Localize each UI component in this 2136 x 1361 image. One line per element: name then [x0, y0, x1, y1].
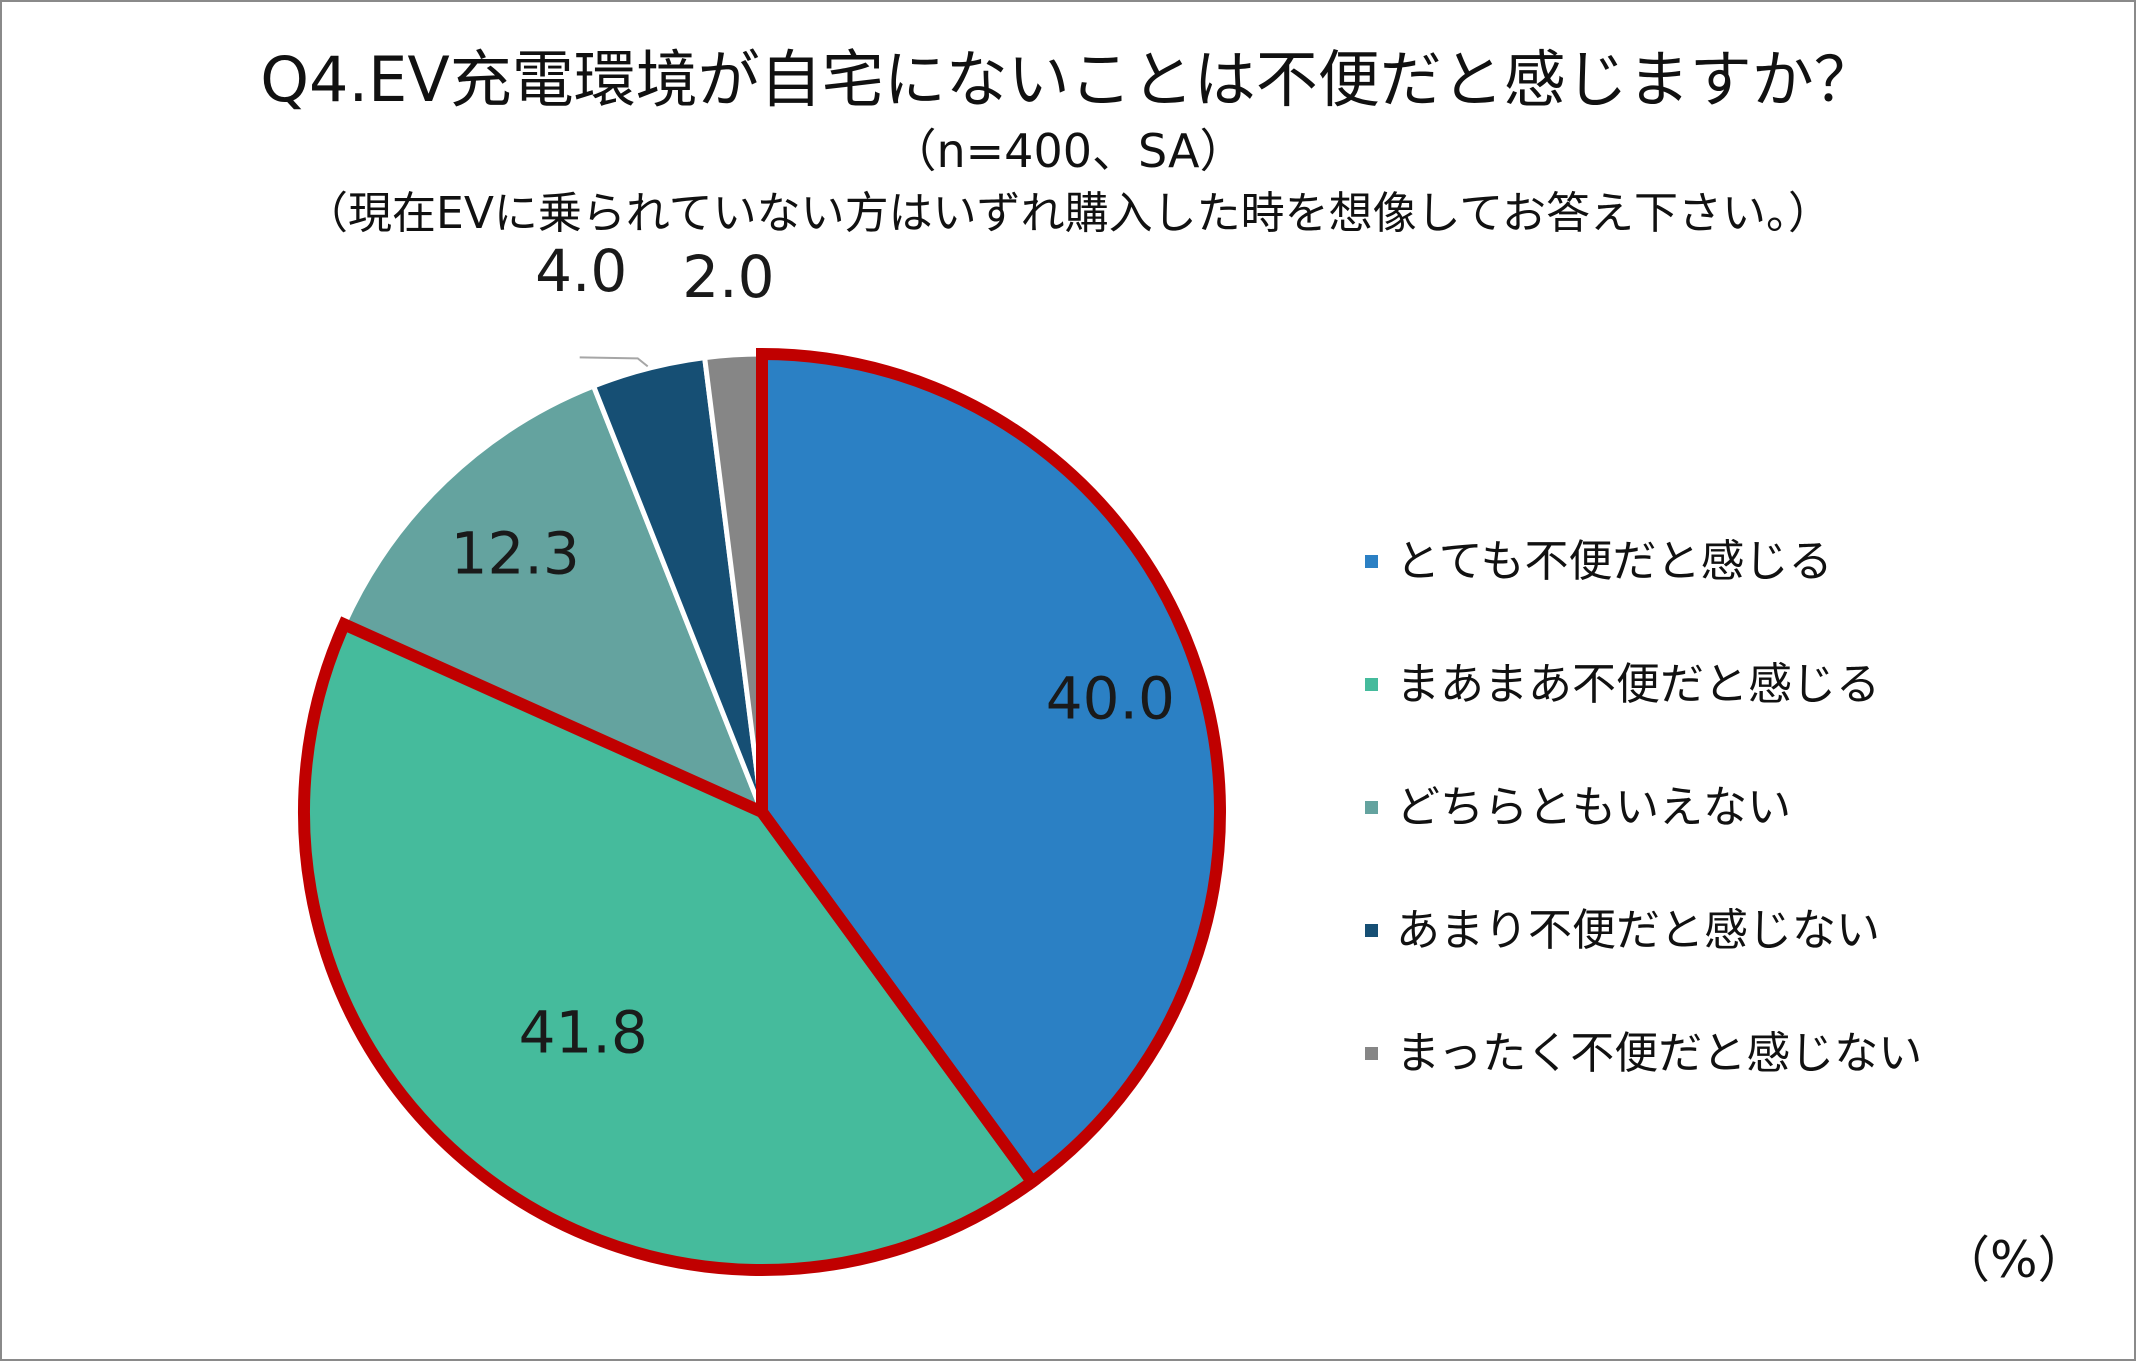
- slice-value-label: 41.8: [519, 999, 648, 1067]
- legend-item: どちらともいえない: [1365, 746, 1922, 869]
- legend-label: どちらともいえない: [1396, 781, 1792, 833]
- slice-value-label: 4.0: [535, 237, 627, 305]
- slice-value-label: 12.3: [451, 520, 580, 588]
- highlight-outline: [756, 347, 1226, 1191]
- legend: とても不便だと感じる まあまあ不便だと感じる どちらともいえない あまり不便だと…: [1365, 500, 1922, 1115]
- unit-label: （%）: [1940, 1231, 2088, 1289]
- chart-title: Q4.EV充電環境が自宅にないことは不便だと感じますか？: [260, 43, 1876, 116]
- legend-item: まったく不便だと感じない: [1365, 992, 1922, 1115]
- slice-value-label: 2.0: [682, 243, 774, 311]
- leader-line: [579, 356, 649, 368]
- legend-swatch: [1365, 924, 1378, 937]
- pie-slice: [341, 383, 765, 815]
- chart-subtitle: （n=400、SA）: [890, 124, 1246, 178]
- legend-label: まあまあ不便だと感じる: [1396, 658, 1880, 710]
- legend-swatch: [1365, 1047, 1378, 1060]
- legend-item: あまり不便だと感じない: [1365, 869, 1922, 992]
- legend-swatch: [1365, 801, 1378, 814]
- legend-item: とても不便だと感じる: [1365, 500, 1922, 623]
- legend-swatch: [1365, 678, 1378, 691]
- legend-label: とても不便だと感じる: [1396, 535, 1833, 587]
- chart-note: （現在EVに乗られていない方はいずれ購入した時を想像してお答え下さい。）: [304, 188, 1832, 239]
- highlight-outline: [297, 616, 1041, 1276]
- legend-label: まったく不便だと感じない: [1396, 1027, 1923, 1079]
- legend-swatch: [1365, 555, 1378, 568]
- legend-label: あまり不便だと感じない: [1396, 904, 1880, 956]
- slice-value-label: 40.0: [1046, 664, 1175, 732]
- legend-item: まあまあ不便だと感じる: [1365, 623, 1922, 746]
